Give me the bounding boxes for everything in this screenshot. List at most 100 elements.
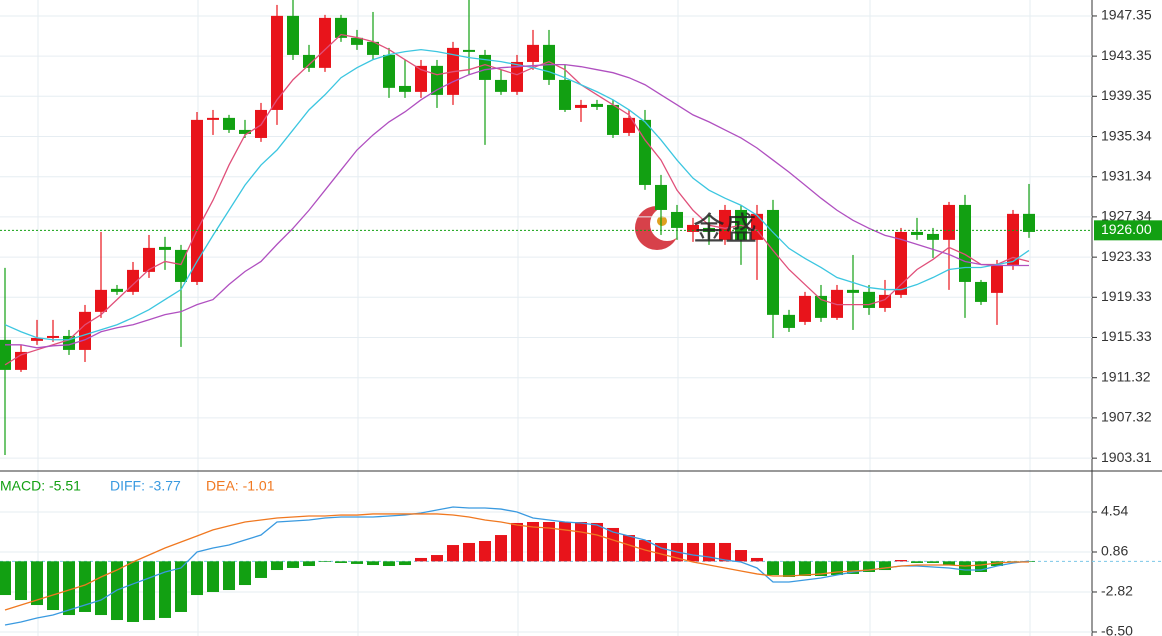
y-tick-label: 1907.32 (1101, 409, 1152, 425)
y-tick-label: 1903.31 (1101, 449, 1152, 465)
macd-bar (95, 561, 107, 616)
candle-body (815, 295, 827, 318)
candle-body (479, 54, 491, 80)
macd-bar (47, 561, 59, 611)
candle-body (607, 104, 619, 135)
candle-body (911, 231, 923, 235)
candle-body (991, 264, 1003, 293)
candle-body (799, 295, 811, 322)
candle-body (159, 246, 171, 250)
macd-bar (495, 535, 507, 562)
logo-mark (657, 216, 667, 226)
macd-bar (911, 561, 923, 563)
legend-label: DEA: -1.01 (206, 478, 275, 494)
macd-bar (143, 561, 155, 621)
candle-body (863, 291, 875, 308)
macd-bar (655, 542, 667, 562)
y-tick-label: 1947.35 (1101, 7, 1152, 23)
macd-bar (79, 561, 91, 612)
candle-body (847, 289, 859, 293)
candle-body (495, 79, 507, 92)
macd-bar (783, 561, 795, 577)
candle-body (783, 314, 795, 328)
candle-body (831, 289, 843, 318)
macd-bar (879, 561, 891, 571)
macd-bar (863, 561, 875, 572)
macd-bar (735, 550, 747, 562)
candle-body (239, 129, 251, 134)
macd-bar (303, 561, 315, 567)
y-tick-label: 1919.33 (1101, 288, 1152, 304)
macd-bar (511, 522, 523, 562)
candle-body (367, 41, 379, 55)
candle-body (95, 289, 107, 312)
macd-bar (15, 561, 27, 601)
legend-label: MACD: -5.51 (0, 478, 81, 494)
macd-bar (575, 521, 587, 562)
macd-bar (559, 521, 571, 562)
candle-body (575, 104, 587, 108)
y-tick-label: 0.86 (1101, 543, 1128, 559)
y-tick-label: -6.50 (1101, 623, 1133, 636)
macd-bar (207, 561, 219, 592)
macd-bar (31, 561, 43, 606)
candle-body (431, 65, 443, 95)
y-tick-label: 4.54 (1101, 503, 1128, 519)
candle-body (399, 85, 411, 92)
y-tick-label: 1935.34 (1101, 127, 1152, 143)
candle-body (143, 247, 155, 272)
candle-body (719, 209, 731, 240)
macd-bar (943, 561, 955, 566)
candle-body (959, 204, 971, 282)
candle-body (319, 17, 331, 68)
candle-body (655, 184, 667, 210)
macd-bar (0, 561, 11, 596)
macd-bar (383, 561, 395, 567)
macd-bar (223, 561, 235, 591)
candle-body (351, 37, 363, 45)
macd-bar (175, 561, 187, 612)
candle-body (207, 117, 219, 120)
legend-label: DIFF: -3.77 (110, 478, 181, 494)
candle-body (31, 337, 43, 341)
y-tick-label: 1939.35 (1101, 87, 1152, 103)
macd-bar (447, 545, 459, 562)
candle-body (591, 103, 603, 107)
macd-bar (191, 561, 203, 596)
macd-bar (623, 535, 635, 562)
macd-bar (127, 561, 139, 622)
candle-body (767, 209, 779, 315)
indicator-line (4, 33, 1030, 366)
macd-bar (927, 561, 939, 563)
candle-body (623, 117, 635, 133)
macd-bar (479, 541, 491, 562)
candle-body (895, 231, 907, 295)
candle-body (559, 79, 571, 110)
candle-body (687, 224, 699, 232)
macd-bar (271, 561, 283, 571)
candle-body (671, 211, 683, 228)
y-tick-label: 1923.33 (1101, 248, 1152, 264)
candle-body (111, 288, 123, 292)
macd-bar (719, 542, 731, 562)
candle-body (511, 61, 523, 92)
macd-bar (335, 561, 347, 563)
macd-bar (543, 521, 555, 562)
candle-body (879, 294, 891, 308)
candle-body (47, 335, 59, 338)
macd-bar (399, 561, 411, 566)
candle-body (383, 54, 395, 88)
macd-bar (527, 521, 539, 562)
macd-bar (431, 555, 443, 562)
macd-bar (63, 561, 75, 616)
candle-body (927, 233, 939, 240)
macd-bar (319, 561, 331, 562)
macd-bar (767, 561, 779, 576)
candle-body (127, 269, 139, 292)
macd-bar (591, 522, 603, 562)
candle-body (527, 44, 539, 62)
current-price-label: 1926.00 (1101, 221, 1152, 237)
candle-body (1023, 213, 1035, 232)
macd-bar (703, 542, 715, 562)
